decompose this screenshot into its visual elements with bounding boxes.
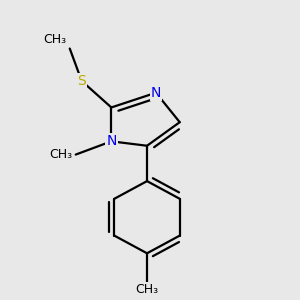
Text: N: N <box>151 86 161 100</box>
Text: S: S <box>77 74 86 88</box>
Text: N: N <box>106 134 116 148</box>
Text: CH₃: CH₃ <box>44 33 67 46</box>
Text: CH₃: CH₃ <box>136 283 159 296</box>
Text: CH₃: CH₃ <box>50 148 73 161</box>
